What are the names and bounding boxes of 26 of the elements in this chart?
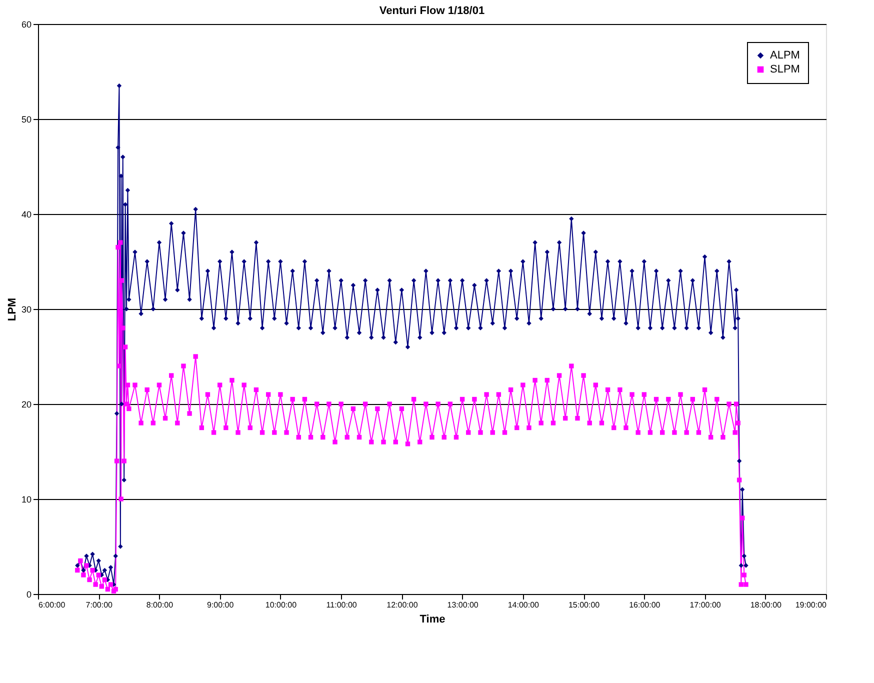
x-axis-title: Time (420, 614, 446, 626)
y-tick-label: 10 (21, 494, 32, 504)
x-tick-label: 6:00:00 (38, 600, 66, 610)
x-tick-label: 14:00:00 (508, 600, 540, 610)
y-tick-label: 60 (21, 20, 32, 30)
y-tick-label: 40 (21, 210, 32, 220)
y-axis-title: LPM (6, 298, 18, 322)
x-tick-label: 15:00:00 (568, 600, 600, 610)
x-tick-label: 10:00:00 (265, 600, 298, 610)
y-tick-label: 50 (21, 114, 32, 124)
legend-label: SLPM (770, 64, 800, 76)
x-tick-label: 8:00:00 (146, 600, 174, 610)
y-tick-label: 30 (21, 304, 32, 314)
x-tick-label: 12:00:00 (386, 600, 418, 610)
chart-title: Venturi Flow 1/18/01 (379, 5, 485, 17)
x-tick-label: 9:00:00 (206, 600, 234, 610)
x-tick-label: 18:00:00 (750, 600, 782, 610)
y-tick-label: 20 (21, 400, 32, 410)
x-tick-label: 16:00:00 (629, 600, 661, 610)
x-tick-label: 7:00:00 (86, 600, 114, 610)
y-tick-label: 0 (26, 590, 32, 600)
legend-label: ALPM (770, 50, 800, 62)
x-tick-label: 13:00:00 (447, 600, 479, 610)
x-tick-label: 11:00:00 (326, 600, 358, 610)
x-tick-label: 17:00:00 (690, 600, 722, 610)
x-tick-label: 19:00:00 (795, 600, 828, 610)
